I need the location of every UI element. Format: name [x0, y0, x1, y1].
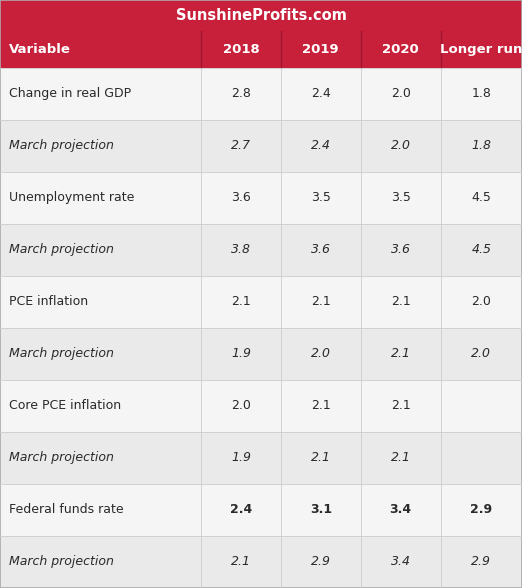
Bar [0, 432, 522, 484]
Text: 2.1: 2.1 [311, 399, 330, 412]
Text: 2.1: 2.1 [231, 556, 251, 569]
Text: March projection: March projection [9, 348, 114, 360]
Text: 2.1: 2.1 [390, 452, 411, 465]
Text: 3.4: 3.4 [390, 556, 411, 569]
Text: Variable: Variable [9, 42, 72, 56]
Text: Change in real GDP: Change in real GDP [9, 87, 132, 100]
Text: 1.9: 1.9 [231, 452, 251, 465]
Text: 1.9: 1.9 [231, 348, 251, 360]
Text: 2.1: 2.1 [311, 452, 331, 465]
Text: 2.0: 2.0 [471, 348, 491, 360]
Bar [0, 223, 522, 276]
Text: 3.6: 3.6 [390, 243, 411, 256]
Text: 2.0: 2.0 [311, 348, 331, 360]
Bar [0, 536, 522, 588]
Text: March projection: March projection [9, 243, 114, 256]
Text: 2.1: 2.1 [390, 348, 411, 360]
Text: 2.1: 2.1 [231, 295, 251, 308]
Text: Federal funds rate: Federal funds rate [9, 503, 124, 516]
Text: 2.9: 2.9 [311, 556, 331, 569]
Text: 2.1: 2.1 [391, 399, 410, 412]
Text: 1.8: 1.8 [471, 139, 491, 152]
Text: Unemployment rate: Unemployment rate [9, 191, 135, 204]
Text: 1.8: 1.8 [471, 87, 491, 100]
Text: 2.7: 2.7 [231, 139, 251, 152]
Text: 2.1: 2.1 [391, 295, 410, 308]
Text: 2.0: 2.0 [471, 295, 491, 308]
Bar [0, 484, 522, 536]
Text: 2.1: 2.1 [311, 295, 330, 308]
Bar [0, 68, 522, 120]
Bar [0, 0, 522, 31]
Text: 2.4: 2.4 [230, 503, 252, 516]
Text: 2.9: 2.9 [471, 556, 491, 569]
Text: 3.1: 3.1 [310, 503, 332, 516]
Text: 2.4: 2.4 [311, 139, 331, 152]
Text: March projection: March projection [9, 452, 114, 465]
Text: 2018: 2018 [222, 42, 259, 56]
Text: 3.5: 3.5 [390, 191, 411, 204]
Text: 3.6: 3.6 [231, 191, 251, 204]
Bar [0, 31, 522, 68]
Text: Core PCE inflation: Core PCE inflation [9, 399, 122, 412]
Text: Longer run: Longer run [440, 42, 522, 56]
Text: 2.0: 2.0 [231, 399, 251, 412]
Text: 2020: 2020 [382, 42, 419, 56]
Text: PCE inflation: PCE inflation [9, 295, 89, 308]
Text: 3.4: 3.4 [389, 503, 412, 516]
Bar [0, 380, 522, 432]
Text: March projection: March projection [9, 139, 114, 152]
Text: 4.5: 4.5 [471, 243, 491, 256]
Text: SunshineProfits.com: SunshineProfits.com [175, 8, 347, 23]
Bar [0, 276, 522, 328]
Text: 4.5: 4.5 [471, 191, 491, 204]
Text: 2.0: 2.0 [390, 139, 411, 152]
Text: 2.9: 2.9 [470, 503, 492, 516]
Text: 3.5: 3.5 [311, 191, 331, 204]
Bar [0, 172, 522, 223]
Text: 2.4: 2.4 [311, 87, 330, 100]
Text: March projection: March projection [9, 556, 114, 569]
Bar [0, 120, 522, 172]
Text: 2.8: 2.8 [231, 87, 251, 100]
Text: 2.0: 2.0 [390, 87, 411, 100]
Text: 2019: 2019 [302, 42, 339, 56]
Text: 3.8: 3.8 [231, 243, 251, 256]
Text: 3.6: 3.6 [311, 243, 331, 256]
Bar [0, 328, 522, 380]
